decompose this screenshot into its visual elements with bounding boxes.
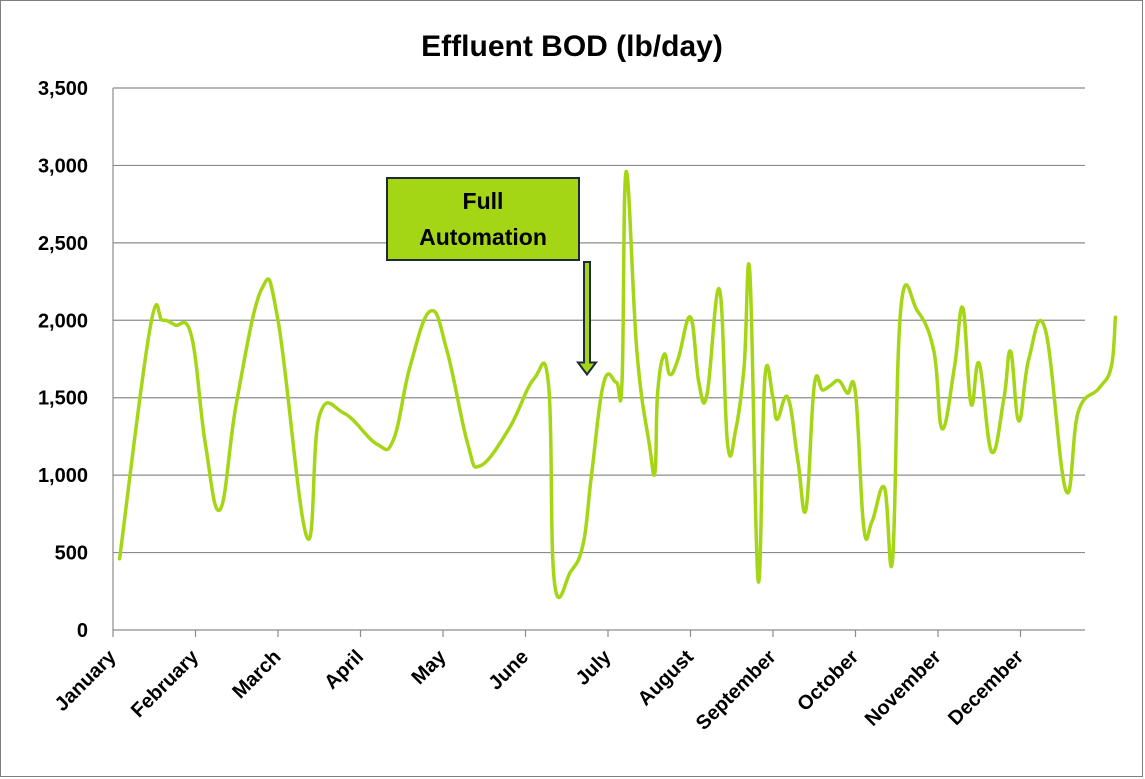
y-tick-label: 0 (77, 620, 88, 642)
y-tick-labels: 0 500 1,000 1,500 2,000 2,500 3,000 3,500 (38, 78, 88, 642)
full-automation-annotation: Full Automation (386, 177, 580, 261)
y-tick-label: 1,000 (38, 465, 88, 487)
x-tick-label: March (228, 646, 285, 703)
chart-title: Effluent BOD (lb/day) (421, 30, 723, 63)
y-tick-label: 3,000 (38, 155, 88, 177)
y-tick-label: 1,500 (38, 388, 88, 410)
x-tick-label: January (51, 645, 121, 715)
axes (112, 88, 1085, 637)
x-tick-label: June (484, 646, 533, 695)
x-tick-label: November (861, 646, 946, 731)
annotation-arrow (576, 261, 598, 377)
annotation-arrow-shape (576, 261, 598, 377)
y-tick-label: 500 (55, 543, 88, 565)
gridlines (113, 87, 1085, 554)
y-tick-label: 2,500 (38, 233, 88, 255)
y-tick-label: 2,000 (38, 310, 88, 332)
x-tick-labels: January February March April May June July Augu… (51, 645, 1028, 734)
effluent-bod-series-line (117, 169, 1118, 600)
x-tick-label: September (692, 646, 781, 735)
x-tick-label: May (407, 645, 451, 689)
x-tick-label: December (944, 646, 1028, 730)
x-tick-label: April (320, 646, 368, 694)
x-tick-label: July (572, 645, 616, 689)
x-tick-label: August (634, 646, 699, 711)
x-tick-label: October (793, 646, 863, 716)
y-tick-label: 3,500 (38, 78, 88, 100)
x-tick-label: February (127, 645, 204, 722)
